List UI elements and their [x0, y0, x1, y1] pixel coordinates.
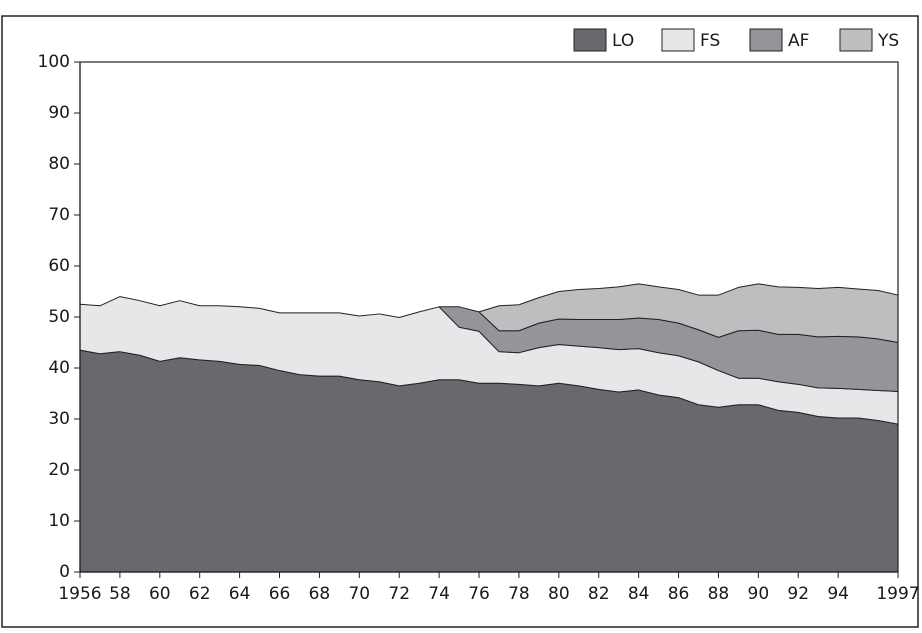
x-tick-label: 64 — [229, 584, 251, 604]
y-tick-label: 60 — [48, 256, 70, 276]
x-tick-label: 1956 — [58, 584, 101, 604]
y-tick-label: 50 — [48, 307, 70, 327]
legend-swatch — [661, 28, 695, 52]
x-tick-label: 66 — [269, 584, 291, 604]
y-tick-label: 90 — [48, 103, 70, 123]
x-tick-label: 94 — [827, 584, 849, 604]
x-tick-label: 90 — [748, 584, 770, 604]
legend-swatch — [839, 28, 873, 52]
x-tick-label: 78 — [508, 584, 530, 604]
x-tick-label: 88 — [708, 584, 730, 604]
legend-label: LO — [612, 31, 634, 51]
y-tick-label: 0 — [59, 562, 70, 582]
frame — [1, 15, 919, 628]
x-tick-label: 92 — [787, 584, 809, 604]
legend-swatch — [749, 28, 783, 52]
x-tick-label: 82 — [588, 584, 610, 604]
y-tick-label: 10 — [48, 511, 70, 531]
y-tick-label: 30 — [48, 409, 70, 429]
legend-label: AF — [788, 31, 809, 51]
x-tick-label: 86 — [668, 584, 690, 604]
y-tick-label: 20 — [48, 460, 70, 480]
x-tick-label: 76 — [468, 584, 490, 604]
y-tick-label: 40 — [48, 358, 70, 378]
x-tick-label: 72 — [388, 584, 410, 604]
y-tick-label: 70 — [48, 205, 70, 225]
x-tick-label: 62 — [189, 584, 211, 604]
x-tick-label: 60 — [149, 584, 171, 604]
x-tick-label: 68 — [309, 584, 331, 604]
x-tick-label: 1997 — [876, 584, 919, 604]
y-tick-label: 80 — [48, 154, 70, 174]
y-tick-label: 100 — [38, 52, 70, 72]
x-tick-label: 84 — [628, 584, 650, 604]
legend-label: YS — [877, 31, 899, 51]
x-tick-label: 80 — [548, 584, 570, 604]
x-tick-label: 74 — [428, 584, 450, 604]
legend-label: FS — [700, 31, 720, 51]
legend-swatch — [573, 28, 607, 52]
x-tick-label: 70 — [348, 584, 370, 604]
x-tick-label: 58 — [109, 584, 131, 604]
